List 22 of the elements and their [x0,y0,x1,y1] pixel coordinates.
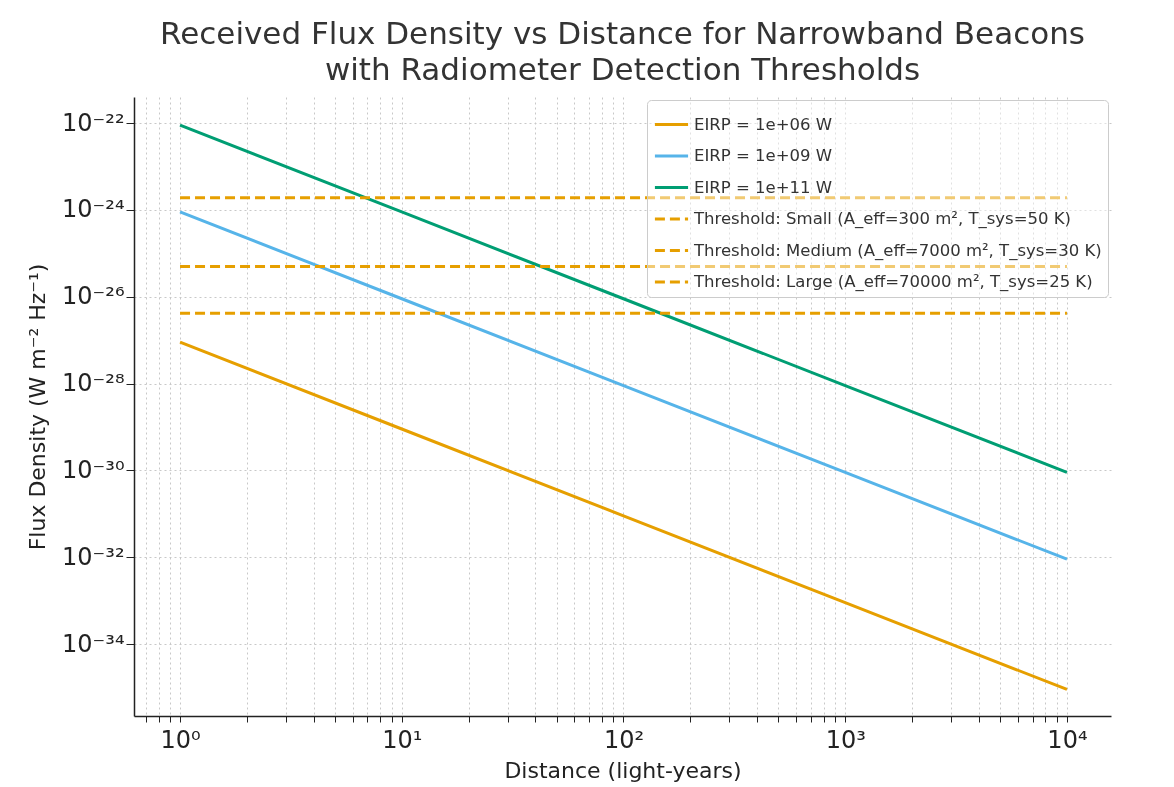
y-tick-label: 10⁻²⁴ [62,195,125,224]
x-axis-title: Distance (light-years) [504,757,742,783]
x-tick-label: 10² [603,725,645,754]
x-tick-label: 10³ [825,725,866,754]
legend-label: Threshold: Large (A_eff=70000 m², T_sys=25 K) [693,272,1093,292]
legend-label: Threshold: Small (A_eff=300 m², T_sys=50 K) [693,209,1072,229]
legend-label: EIRP = 1e+09 W [694,146,833,165]
x-tick-label: 10¹ [382,725,423,754]
legend-label: EIRP = 1e+06 W [694,114,833,134]
y-tick-label: 10⁻³² [62,542,125,571]
chart-title: Received Flux Density vs Distance for Narrowband Beacons with Radiometer Detection Thresholds [160,15,1085,87]
y-tick-label: 10⁻²⁶ [62,282,125,311]
y-tick-label: 10⁻³⁰ [62,455,125,484]
x-tick-label: 10⁴ [1047,725,1088,754]
y-axis-title: Flux Density (W m⁻² Hz⁻¹) [25,263,51,551]
y-tick-label: 10⁻²⁸ [62,369,125,398]
y-tick-label: 10⁻²² [62,108,125,137]
line-series [178,340,1069,691]
y-tick-label: 10⁻³⁴ [62,629,125,658]
legend-label: Threshold: Medium (A_eff=7000 m², T_sys=30 K) [693,240,1102,261]
x-tick-label: 10⁰ [160,725,201,754]
legend-label: EIRP = 1e+11 W [694,177,833,197]
